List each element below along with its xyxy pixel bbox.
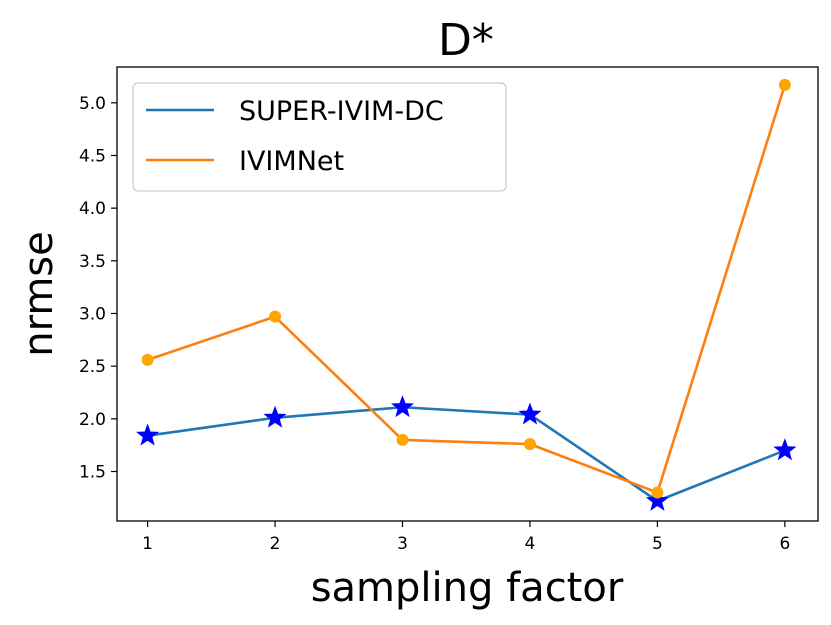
data-point-circle: [141, 353, 154, 366]
y-tick-label: 3.5: [79, 252, 106, 272]
plot-frame: [116, 66, 819, 522]
data-point-circle: [778, 78, 791, 91]
data-point-star: [263, 405, 287, 428]
y-tick-label: 3.0: [79, 304, 106, 324]
series-layer: [136, 78, 797, 511]
x-tick-label: 5: [652, 534, 663, 554]
x-tick-label: 4: [525, 534, 536, 554]
legend: SUPER-IVIM-DC IVIMNet: [132, 82, 507, 192]
data-point-circle: [396, 433, 409, 446]
x-tick-label: 2: [270, 534, 281, 554]
y-axis-label: nrmse: [16, 231, 62, 357]
data-point-star: [773, 438, 797, 461]
data-point-star: [518, 402, 542, 425]
legend-label: IVIMNet: [239, 146, 344, 177]
y-axis: 1.5 2.0 2.5 3.0 3.5 4.0 4.5 5.0: [79, 94, 117, 482]
y-tick-label: 4.0: [79, 199, 106, 219]
chart-title: D*: [438, 15, 494, 66]
x-axis: 1 2 3 4 5 6: [142, 521, 790, 554]
x-tick-label: 1: [142, 534, 153, 554]
plot-area: [116, 66, 819, 522]
y-tick-label: 5.0: [79, 94, 106, 114]
data-point-star: [645, 488, 669, 511]
data-point-circle: [523, 438, 536, 451]
y-tick-label: 4.5: [79, 146, 106, 166]
series-line-1: [147, 405, 786, 503]
y-tick-label: 2.0: [79, 410, 106, 430]
x-tick-label: 6: [779, 534, 790, 554]
data-point-circle: [269, 310, 282, 323]
data-point-star: [136, 423, 160, 446]
y-tick-label: 1.5: [79, 462, 106, 482]
legend-label: SUPER-IVIM-DC: [239, 96, 444, 127]
data-point-star: [390, 395, 415, 418]
y-tick-label: 2.5: [79, 357, 106, 377]
x-axis-label: sampling factor: [311, 565, 624, 611]
x-tick-label: 3: [397, 534, 408, 554]
legend-box: [132, 82, 507, 192]
series-line-2: [147, 84, 787, 494]
data-point-circle: [651, 486, 664, 499]
